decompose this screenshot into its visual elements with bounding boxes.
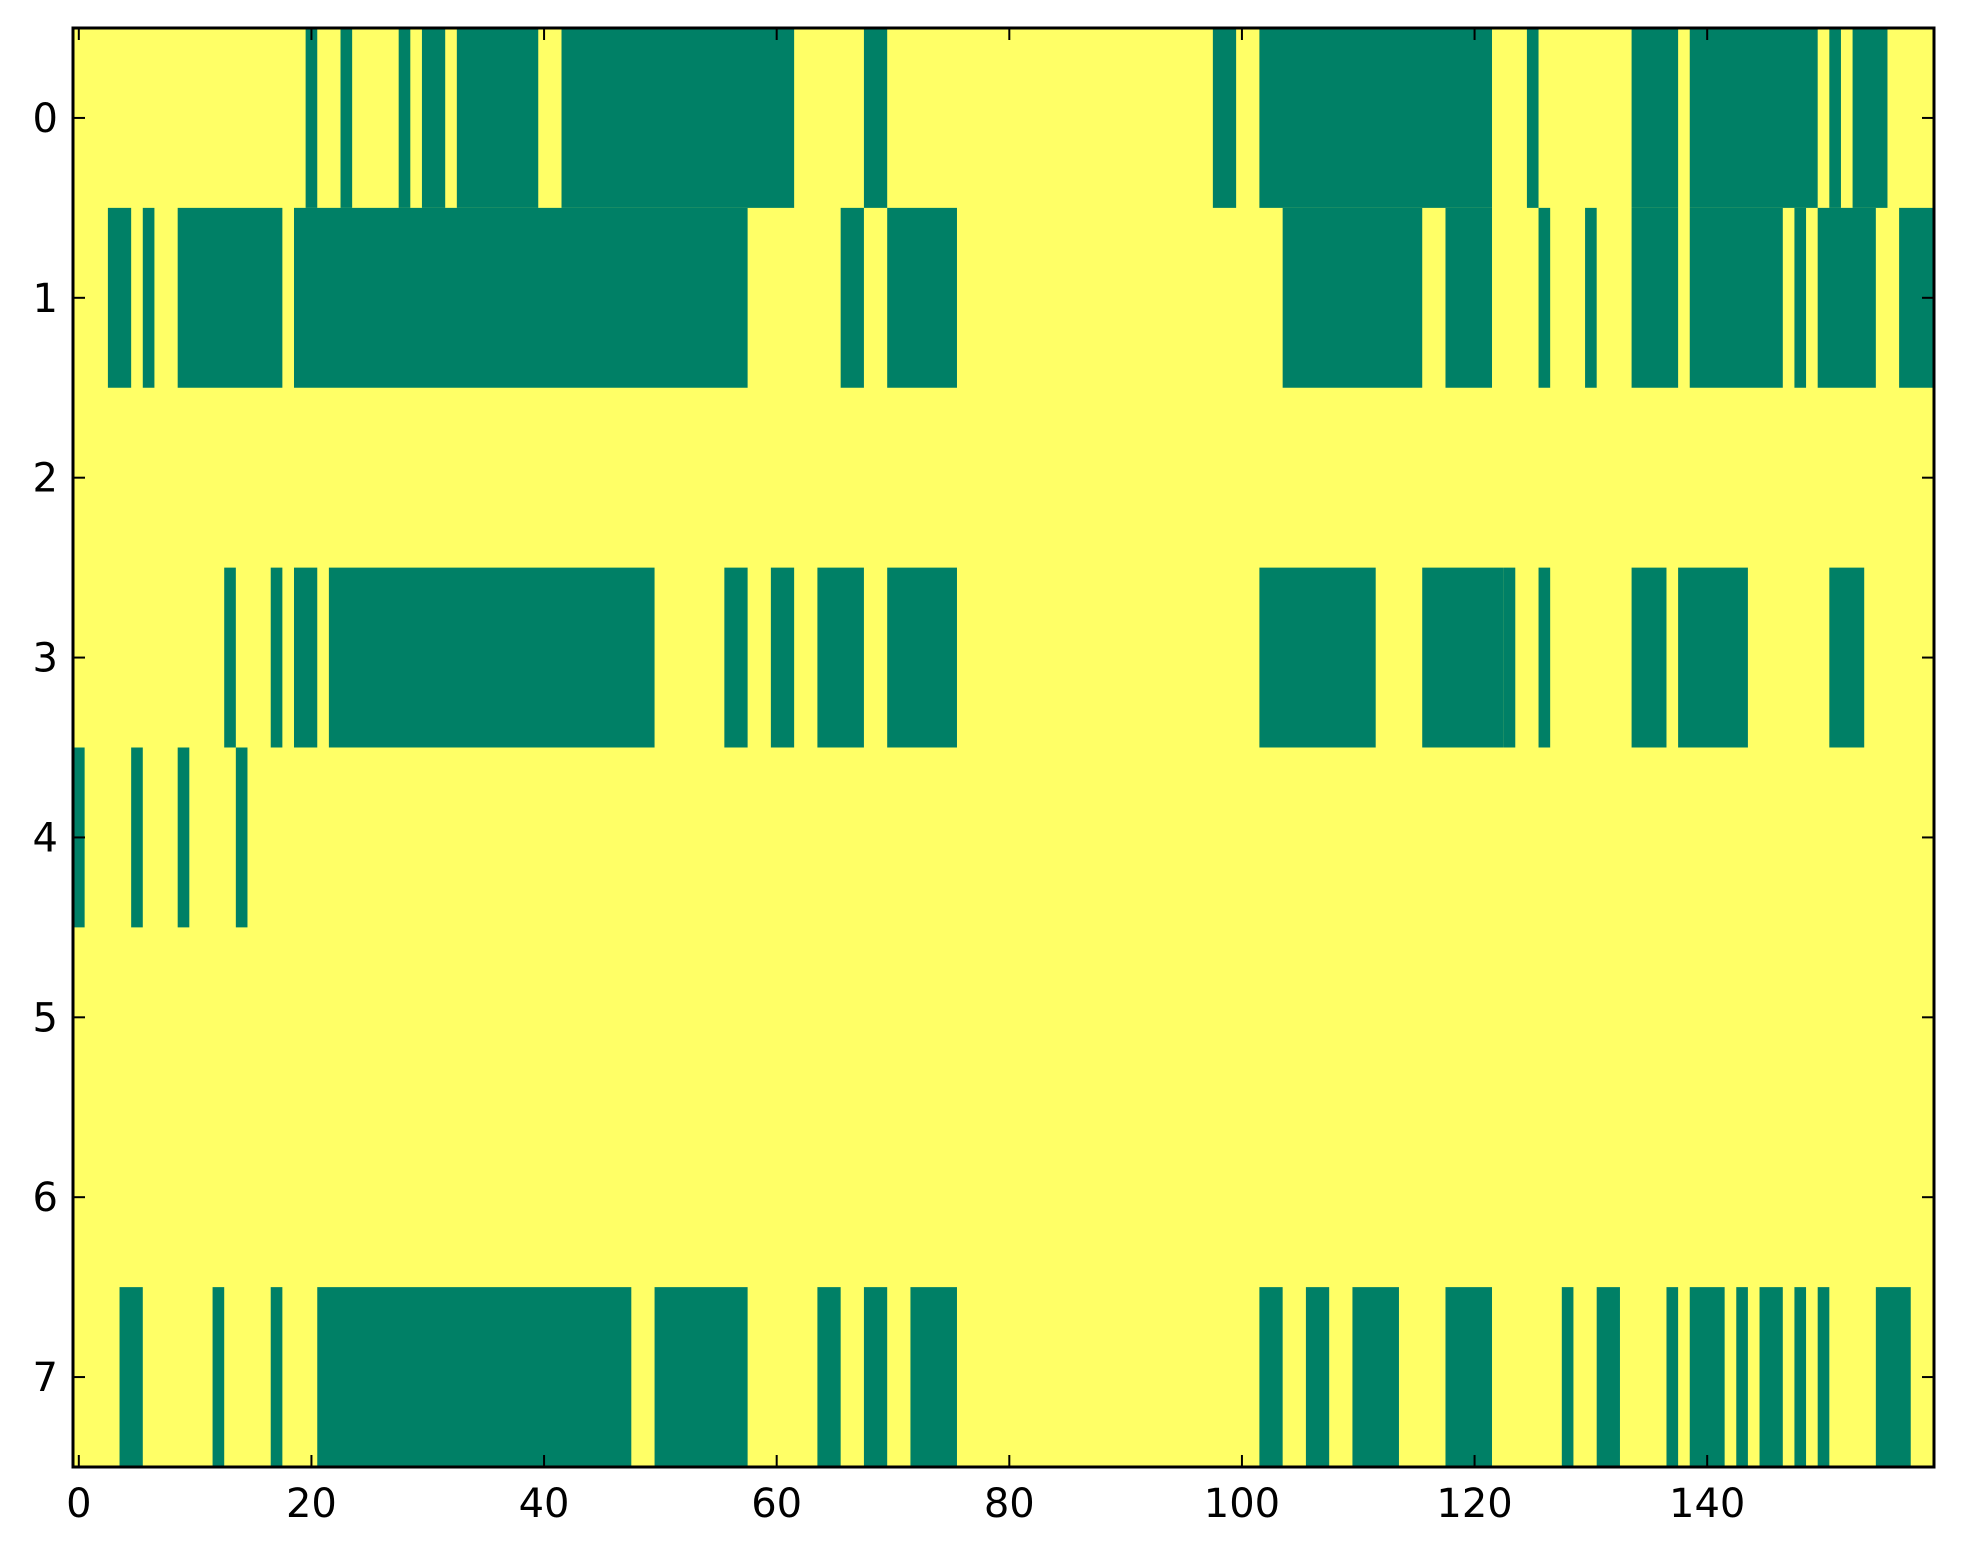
x-tick-label: 0 xyxy=(66,1481,91,1527)
heatmap-cell-run xyxy=(1631,28,1679,208)
heatmap-cell-run xyxy=(887,567,957,748)
heatmap-cell-run xyxy=(654,1287,748,1467)
y-tick-label: 4 xyxy=(33,815,58,861)
heatmap-cell-run xyxy=(1817,207,1876,388)
heatmap-cell-run xyxy=(1736,1287,1748,1467)
heatmap-cell-run xyxy=(142,207,155,388)
heatmap-cell-run xyxy=(1759,1287,1783,1467)
heatmap-cell-run xyxy=(1666,1287,1679,1467)
y-tick-label: 7 xyxy=(33,1355,58,1401)
heatmap-cell-run xyxy=(1794,207,1807,388)
heatmap-cell-run xyxy=(328,567,655,748)
y-tick-label: 0 xyxy=(33,96,58,142)
heatmap-cell-run xyxy=(1538,567,1551,748)
heatmap-cell-run xyxy=(212,1287,225,1467)
heatmap-cell-run xyxy=(224,567,236,748)
heatmap-cell-run xyxy=(235,747,248,928)
heatmap-cell-run xyxy=(887,207,957,388)
heatmap-cell-run xyxy=(840,207,864,388)
heatmap-cell-run xyxy=(340,28,353,208)
heatmap-cell-run xyxy=(270,1287,283,1467)
heatmap-row xyxy=(107,207,1934,388)
y-tick-label: 5 xyxy=(33,995,58,1041)
heatmap-cell-run xyxy=(1631,207,1679,388)
heatmap-cell-run xyxy=(1829,567,1865,748)
heatmap-cell-run xyxy=(293,207,748,388)
heatmap-cell-run xyxy=(770,567,795,748)
heatmap-cell-run xyxy=(1596,1287,1620,1467)
heatmap-cell-run xyxy=(1503,567,1516,748)
heatmap-cell-run xyxy=(456,28,539,208)
axes-frame xyxy=(71,26,1936,1469)
plot-area xyxy=(73,28,1934,1467)
heatmap-cell-run xyxy=(1445,1287,1493,1467)
heatmap-cell-run xyxy=(1585,207,1597,388)
heatmap-cell-run xyxy=(270,567,283,748)
heatmap-cell-run xyxy=(1538,207,1551,388)
heatmap-cell-run xyxy=(1212,28,1237,208)
heatmap-cell-run xyxy=(317,1287,632,1467)
x-tick-label: 80 xyxy=(984,1481,1035,1527)
heatmap-cell-run xyxy=(1259,1287,1283,1467)
heatmap-cell-run xyxy=(1794,1287,1807,1467)
heatmap-cell-run xyxy=(1875,1287,1911,1467)
heatmap-cell-run xyxy=(1305,1287,1330,1467)
x-tick-label: 120 xyxy=(1436,1481,1512,1527)
y-tick-label: 1 xyxy=(33,276,58,322)
heatmap-cell-run xyxy=(293,567,318,748)
heatmap-cell-run xyxy=(1282,207,1423,388)
heatmap-cell-run xyxy=(863,1287,888,1467)
heatmap-cell-run xyxy=(561,28,795,208)
heatmap-cell-run xyxy=(398,28,411,208)
heatmap-cell-run xyxy=(1829,28,1841,208)
x-axis-ticks: 0 20 40 60 80 100 120 140 xyxy=(66,28,1745,1527)
heatmap-cell-run xyxy=(1689,207,1783,388)
y-tick-label: 3 xyxy=(33,636,58,682)
heatmap-cell-run xyxy=(1259,28,1493,208)
heatmap-cell-run xyxy=(1689,28,1818,208)
y-tick-label: 6 xyxy=(33,1175,58,1221)
heatmap-cell-run xyxy=(177,747,190,928)
x-tick-label: 140 xyxy=(1669,1481,1745,1527)
heatmap-cell-run xyxy=(817,1287,841,1467)
heatmap-cell-run xyxy=(863,28,888,208)
heatmap-cell-run xyxy=(1561,1287,1574,1467)
heatmap-cell-run xyxy=(177,207,283,388)
heatmap-cell-run xyxy=(1259,567,1376,748)
heatmap-cell-run xyxy=(107,207,132,388)
x-tick-label: 60 xyxy=(751,1481,802,1527)
heatmap-cell-run xyxy=(1817,1287,1830,1467)
heatmap-cell-run xyxy=(1422,567,1504,748)
x-tick-label: 100 xyxy=(1204,1481,1280,1527)
heatmap-row xyxy=(119,1287,1911,1467)
heatmap-cell-run xyxy=(131,747,143,928)
heatmap-cell-run xyxy=(421,28,446,208)
heatmap-cell-run xyxy=(305,28,318,208)
x-tick-label: 20 xyxy=(286,1481,337,1527)
heatmap-cell-run xyxy=(1678,567,1748,748)
heatmap-cell-run xyxy=(1526,28,1539,208)
heatmap-cell-run xyxy=(1852,28,1888,208)
heatmap-row xyxy=(305,28,1888,208)
heatmap-cell-run xyxy=(119,1287,143,1467)
x-tick-label: 40 xyxy=(519,1481,570,1527)
y-tick-label: 2 xyxy=(33,456,58,502)
heatmap-cell-run xyxy=(1445,207,1493,388)
heatmap-cell-run xyxy=(724,567,748,748)
heatmap-cell-run xyxy=(1689,1287,1725,1467)
heatmap-cell-run xyxy=(910,1287,957,1467)
heatmap-row xyxy=(224,567,1865,748)
heatmap-cell-run xyxy=(1352,1287,1399,1467)
heatmap-cell-run xyxy=(817,567,864,748)
y-axis-ticks: 0 1 2 3 4 5 6 7 xyxy=(33,96,1934,1401)
heatmap-cell-run xyxy=(1631,567,1667,748)
